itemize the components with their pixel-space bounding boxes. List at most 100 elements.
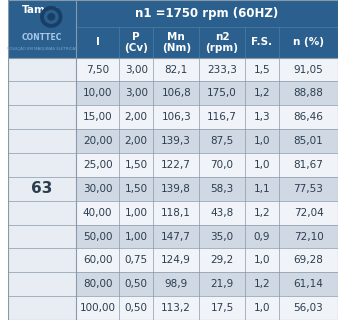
Text: 1,00: 1,00 [125,208,148,218]
Text: 1,2: 1,2 [254,88,270,98]
Bar [76,177,119,201]
Text: 80,00: 80,00 [83,279,112,289]
Bar [76,272,119,296]
Text: 10,00: 10,00 [83,88,112,98]
Text: n1 =1750 rpm (60HZ): n1 =1750 rpm (60HZ) [135,7,279,20]
Text: 1,0: 1,0 [254,160,270,170]
Text: 72,04: 72,04 [294,208,323,218]
Bar [245,105,279,129]
Text: 0,9: 0,9 [254,231,270,242]
Text: 0,50: 0,50 [125,279,148,289]
Bar [76,248,119,272]
Text: 1,2: 1,2 [254,208,270,218]
Bar [199,58,245,82]
Text: 233,3: 233,3 [207,65,237,75]
Bar [119,201,153,225]
Bar [76,105,119,129]
Text: 1,3: 1,3 [254,112,270,122]
Text: 175,0: 175,0 [207,88,237,98]
Bar [199,105,245,129]
Text: 2,00: 2,00 [125,136,148,146]
Bar [153,177,199,201]
Text: 122,7: 122,7 [161,160,191,170]
Bar [279,105,338,129]
Text: 87,5: 87,5 [211,136,234,146]
Bar [119,105,153,129]
Text: 113,2: 113,2 [161,303,191,313]
Bar [153,296,199,320]
Text: 69,28: 69,28 [294,255,323,265]
Bar [199,177,245,201]
Bar [245,201,279,225]
Text: 3,00: 3,00 [125,88,148,98]
Bar [153,272,199,296]
Text: 7,50: 7,50 [86,65,109,75]
Text: Tamar: Tamar [22,5,58,15]
Bar [8,129,76,153]
Bar [8,153,76,177]
Bar [8,296,76,320]
Text: 15,00: 15,00 [83,112,113,122]
Circle shape [45,11,58,23]
Bar [279,225,338,248]
Text: 17,5: 17,5 [211,303,234,313]
Text: 1,5: 1,5 [254,65,270,75]
Text: 61,14: 61,14 [294,279,323,289]
Text: 1,00: 1,00 [125,231,148,242]
Bar [245,272,279,296]
Bar [119,225,153,248]
Text: 88,88: 88,88 [294,88,323,98]
Text: 91,05: 91,05 [294,65,323,75]
Bar [199,153,245,177]
Text: 139,8: 139,8 [161,184,191,194]
Bar [279,153,338,177]
Bar [199,248,245,272]
Bar [8,272,76,296]
Bar [8,82,76,105]
Text: 50,00: 50,00 [83,231,112,242]
Bar [153,153,199,177]
Text: 77,53: 77,53 [294,184,323,194]
Bar [119,153,153,177]
Text: P
(Cv): P (Cv) [124,32,148,53]
Bar [199,82,245,105]
Circle shape [48,14,54,20]
Text: 56,03: 56,03 [294,303,323,313]
Bar [8,225,76,248]
Bar [76,296,119,320]
Text: 124,9: 124,9 [161,255,191,265]
Text: 20,00: 20,00 [83,136,112,146]
Bar [119,129,153,153]
Bar [245,177,279,201]
Text: 70,0: 70,0 [211,160,234,170]
Bar [153,82,199,105]
Text: 21,9: 21,9 [211,279,234,289]
Text: 147,7: 147,7 [161,231,191,242]
Bar [279,272,338,296]
Text: 43,8: 43,8 [211,208,234,218]
Bar [8,105,76,129]
Text: 58,3: 58,3 [211,184,234,194]
Bar [279,129,338,153]
Bar [119,296,153,320]
Text: 106,3: 106,3 [161,112,191,122]
Text: 1,50: 1,50 [125,160,148,170]
Text: 86,46: 86,46 [294,112,323,122]
Bar [119,58,153,82]
Bar [279,177,338,201]
Bar [279,248,338,272]
Bar [119,82,153,105]
Text: SOLUÇÃO EM MÁQUINAS ELÉTRICAS: SOLUÇÃO EM MÁQUINAS ELÉTRICAS [7,46,77,51]
Text: 81,67: 81,67 [294,160,323,170]
Text: n (%): n (%) [293,37,324,47]
Bar [119,248,153,272]
Bar [279,82,338,105]
Text: 139,3: 139,3 [161,136,191,146]
Bar [199,129,245,153]
Bar [76,82,119,105]
Text: 60,00: 60,00 [83,255,112,265]
Bar [76,58,119,82]
Bar [76,153,119,177]
Bar [245,58,279,82]
Text: 85,01: 85,01 [294,136,323,146]
